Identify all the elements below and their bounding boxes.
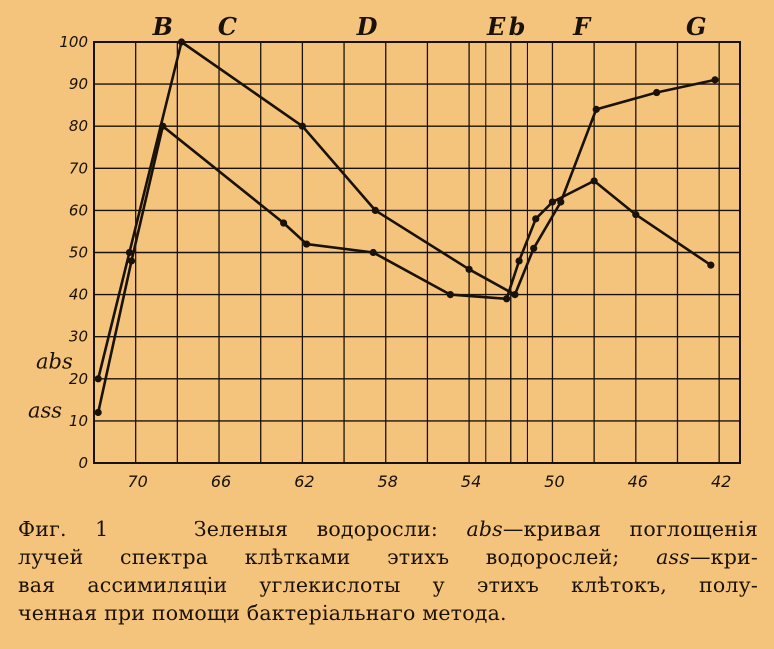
spectral-line-label: B (152, 12, 173, 41)
data-point-ass (515, 257, 523, 265)
data-point-ass (532, 215, 540, 223)
spectral-line-label: F (572, 12, 592, 41)
caption-text: —кри- (689, 545, 759, 569)
y-tick-label: 10 (69, 412, 88, 430)
caption-line-1: Фиг. 1 Зеленыя водоросли: abs—кривая пог… (18, 517, 758, 541)
x-tick-label: 70 (127, 472, 147, 491)
y-tick-label: 50 (69, 244, 88, 262)
spectral-line-label: E (486, 12, 506, 41)
data-point-ass (590, 177, 598, 185)
spectral-line-label: C (218, 12, 237, 41)
data-point-ass (503, 295, 511, 303)
data-point-ass (127, 257, 136, 265)
caption-line-2: лучей спектра клѣтками этихъ водорослей;… (18, 545, 758, 569)
caption-text: —кривая поглощенія (502, 517, 758, 541)
y-tick-label: 30 (69, 328, 88, 346)
spectral-line-label: b (509, 12, 526, 41)
data-point-abs (653, 88, 661, 97)
y-tick-label: 60 (69, 201, 88, 219)
caption-text: лучей спектра клѣтками этихъ водорослей; (18, 545, 620, 569)
data-point-abs (298, 122, 306, 130)
y-tick-label: 100 (59, 33, 88, 51)
x-tick-label: 62 (294, 472, 314, 491)
data-point-abs (94, 375, 102, 383)
y-tick-label: 0 (78, 454, 88, 472)
y-tick-label: 80 (69, 117, 88, 135)
x-tick-label: 54 (461, 472, 481, 491)
y-tick-label: 90 (69, 75, 88, 93)
x-tick-label: 50 (544, 472, 564, 491)
figure-caption: Фиг. 1 Зеленыя водоросли: abs—кривая пог… (18, 515, 758, 627)
data-point-ass (707, 261, 715, 269)
data-point-abs (711, 76, 719, 84)
y-tick-label: 70 (69, 159, 88, 177)
data-point-ass (280, 219, 288, 227)
x-tick-label: 66 (211, 472, 231, 491)
caption-ass: ass (656, 545, 690, 569)
series (94, 38, 719, 417)
series-label-abs: abs (36, 349, 73, 373)
data-point-ass (632, 211, 640, 219)
x-tick-label: 58 (378, 472, 398, 491)
spectral-line-label: G (686, 12, 707, 41)
labels: abs ass (28, 349, 73, 422)
data-point-abs (125, 248, 134, 257)
series-line-ass (96, 124, 712, 413)
data-point-abs (592, 105, 600, 113)
data-point-ass (548, 198, 557, 206)
data-point-ass (159, 122, 167, 130)
caption-abs: abs (466, 517, 503, 541)
series-label-ass: ass (28, 398, 62, 422)
axes: 0 10 20 30 40 50 60 70 80 90 100 70 66 62 58 54 50 46 42 (59, 33, 741, 491)
data-point-abs (530, 244, 538, 252)
caption-text: Зеленыя водоросли: (193, 517, 438, 541)
series-line-abs (96, 40, 716, 380)
y-tick-label: 20 (69, 370, 88, 388)
data-point-abs (465, 265, 473, 273)
grid (93, 41, 740, 464)
plot-frame (93, 41, 741, 464)
data-point-abs (177, 38, 186, 46)
data-point-ass (94, 408, 102, 417)
caption-line-3: вая ассимиляціи углекислоты у этихъ клѣт… (18, 573, 758, 597)
y-tick-label: 40 (69, 286, 88, 304)
data-point-abs (557, 198, 565, 206)
data-point-abs (371, 206, 379, 214)
data-point-abs (511, 291, 519, 299)
figure-number: Фиг. 1 (18, 517, 109, 541)
data-point-ass (302, 240, 311, 248)
x-tick-label: 46 (628, 472, 648, 491)
spectral-line-label: D (356, 12, 378, 41)
data-point-ass (446, 291, 454, 299)
x-tick-label: 42 (711, 472, 731, 491)
caption-line-4: ченная при помощи бактеріальнаго метода. (18, 601, 507, 625)
data-point-ass (369, 248, 377, 257)
